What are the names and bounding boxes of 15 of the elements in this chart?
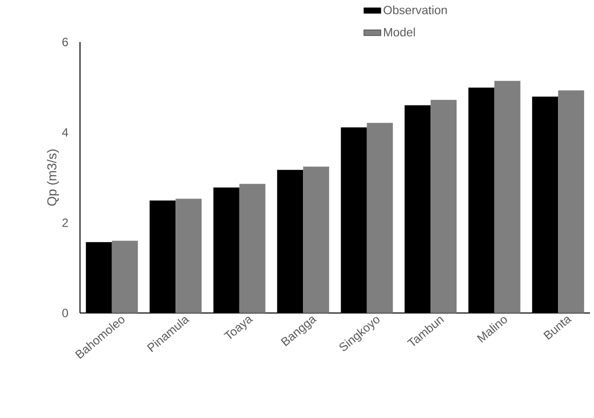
- y-axis-title: Qp (m3/s): [46, 150, 59, 206]
- legend-label: Observation: [384, 6, 447, 14]
- y-tick-label: 6: [62, 38, 68, 46]
- y-tick-label: 4: [62, 128, 68, 136]
- bar: [303, 166, 330, 313]
- bar: [366, 122, 393, 313]
- legend-label: Model: [384, 28, 415, 36]
- bar: [430, 100, 457, 313]
- bar: [239, 184, 266, 313]
- y-tick-label: 2: [62, 218, 68, 227]
- bar: [176, 198, 202, 313]
- bar: [558, 90, 584, 313]
- y-tick-label: 0: [62, 308, 68, 318]
- bar: [494, 80, 520, 313]
- bar: [112, 240, 138, 313]
